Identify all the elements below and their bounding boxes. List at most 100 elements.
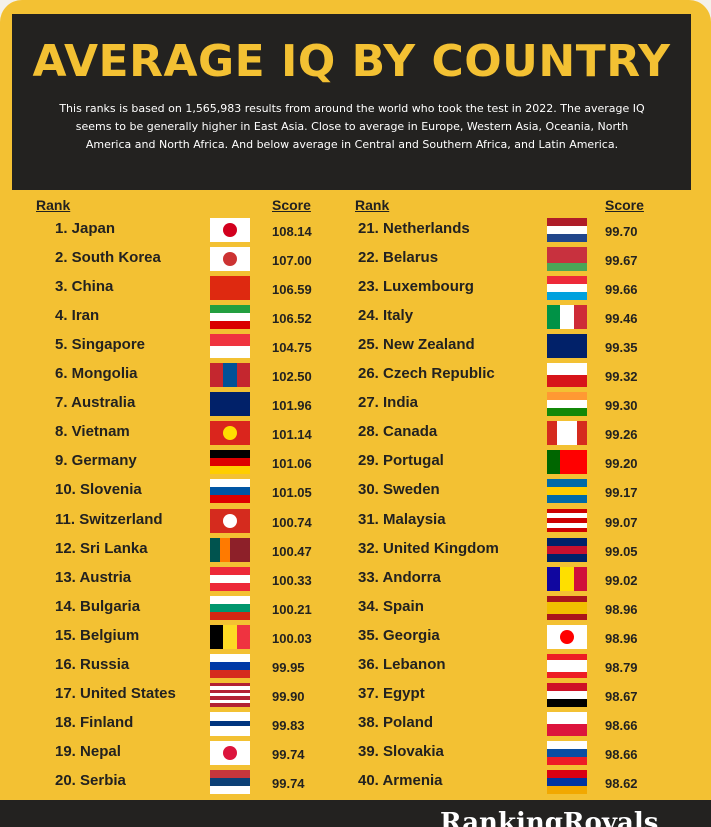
- country-rank: 29. Portugal: [358, 452, 444, 470]
- flag: [547, 566, 587, 591]
- flag: [210, 682, 250, 707]
- country-rank: 10. Slovenia: [55, 481, 142, 499]
- flag-stripe: [210, 731, 250, 736]
- flag-stripe: [547, 334, 587, 359]
- flag-stripe: [547, 234, 587, 242]
- flag-stripe: [210, 450, 250, 459]
- flag: [547, 363, 587, 388]
- country-rank: 25. New Zealand: [358, 336, 475, 354]
- iq-score: 99.74: [272, 746, 305, 762]
- flag-stripe: [573, 450, 587, 475]
- flag-stripe: [210, 711, 250, 717]
- iq-score: 99.46: [605, 311, 638, 327]
- flag-stripe: [547, 711, 587, 724]
- flag-emblem: [223, 745, 237, 760]
- flag: [210, 305, 250, 330]
- flag-stripe: [210, 689, 250, 694]
- flag: [210, 392, 250, 417]
- iq-score: 98.96: [605, 601, 638, 617]
- iq-score: 100.21: [272, 601, 312, 617]
- flag-stripe: [547, 392, 587, 401]
- iq-score: 99.74: [272, 775, 305, 791]
- flag: [547, 479, 587, 504]
- brand: RankingRoyals: [440, 808, 659, 827]
- iq-score: 99.66: [605, 282, 638, 298]
- flag: [210, 711, 250, 736]
- iq-score: 98.79: [605, 659, 638, 675]
- iq-score: 101.14: [272, 427, 312, 443]
- flag-stripe: [547, 527, 587, 533]
- score-header: Score: [605, 197, 644, 213]
- flag: [547, 334, 587, 359]
- flag-stripe: [547, 659, 587, 666]
- flag: [210, 334, 250, 359]
- flag-stripe: [210, 603, 250, 612]
- flag-stripe: [210, 716, 250, 722]
- flag-stripe: [210, 582, 250, 591]
- flag-stripe: [547, 665, 587, 672]
- iq-score: 104.75: [272, 340, 312, 356]
- country-rank: 5. Singapore: [55, 336, 146, 354]
- country-rank: 6. Mongolia: [55, 365, 138, 383]
- flag: [547, 392, 587, 417]
- flag-stripe: [547, 740, 587, 749]
- flag-emblem: [223, 252, 237, 267]
- iq-score: 99.95: [272, 659, 305, 675]
- country-rank: 7. Australia: [55, 394, 136, 412]
- flag-stripe: [210, 495, 250, 504]
- country-rank: 34. Spain: [358, 597, 424, 615]
- flag-stripe: [210, 777, 250, 786]
- flag-stripe: [547, 247, 587, 256]
- flag: [547, 682, 587, 707]
- country-rank: 28. Canada: [358, 423, 438, 441]
- country-rank: 3. China: [55, 278, 114, 296]
- country-rank: 24. Italy: [358, 307, 414, 325]
- flag-stripe: [210, 624, 224, 649]
- iq-score: 99.20: [605, 456, 638, 472]
- flag-stripe: [547, 601, 587, 608]
- flag: [210, 624, 250, 649]
- flag-stripe: [210, 458, 250, 467]
- country-rank: 1. Japan: [55, 220, 116, 237]
- flag-stripe: [547, 218, 587, 226]
- flag-stripe: [547, 363, 587, 376]
- country-rank: 17. United States: [55, 684, 176, 702]
- flag: [547, 740, 587, 765]
- flag: [547, 305, 587, 330]
- flag: [210, 566, 250, 591]
- flag: [547, 276, 587, 301]
- title: AVERAGE IQ BY COUNTRY: [32, 36, 671, 87]
- flag: [547, 769, 587, 794]
- country-rank: 26. Czech Republic: [358, 365, 495, 383]
- flag-stripe: [547, 537, 587, 546]
- country-rank: 37. Egypt: [358, 684, 425, 702]
- flag-stripe: [560, 566, 574, 591]
- flag-stripe: [210, 363, 224, 388]
- country-rank: 27. India: [358, 394, 419, 412]
- rank-header: Rank: [36, 197, 71, 213]
- iq-score: 99.67: [605, 253, 638, 269]
- flag: [547, 537, 587, 562]
- flag: [210, 508, 250, 533]
- flag-stripe: [567, 421, 577, 446]
- flag-stripe: [210, 653, 250, 662]
- flag-stripe: [210, 574, 250, 583]
- country-rank: 9. Germany: [55, 452, 137, 470]
- flag: [210, 537, 250, 562]
- country-rank: 32. United Kingdom: [358, 539, 499, 557]
- country-rank: 13. Austria: [55, 568, 132, 586]
- country-rank: 19. Nepal: [55, 742, 121, 760]
- iq-score: 99.83: [272, 717, 305, 733]
- flag-stripe: [547, 226, 587, 234]
- flag-stripe: [573, 566, 587, 591]
- iq-score: 108.14: [272, 224, 312, 239]
- flag-stripe: [210, 321, 250, 330]
- flag: [547, 421, 587, 446]
- iq-score: 99.90: [272, 688, 305, 704]
- iq-score: 102.50: [272, 369, 312, 385]
- country-rank: 12. Sri Lanka: [55, 539, 148, 557]
- flag-stripe: [547, 723, 587, 736]
- flag-stripe: [210, 479, 250, 488]
- flag: [547, 653, 587, 678]
